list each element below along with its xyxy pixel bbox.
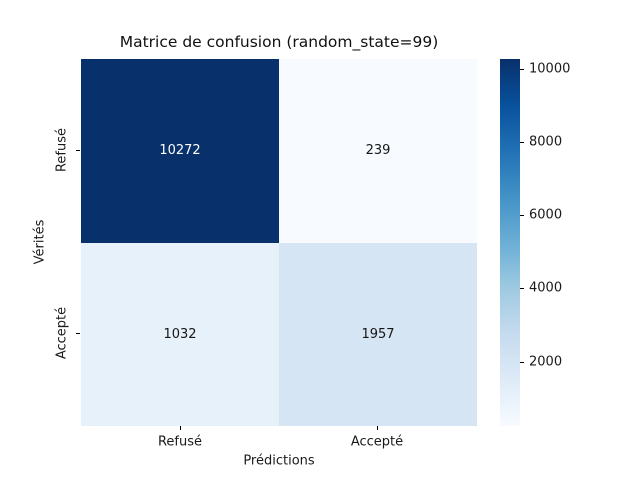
y-tick-label-refuse: Refusé xyxy=(54,127,70,173)
heatmap-cell-true-accepte-pred-refuse: 1032 xyxy=(81,242,279,426)
colorbar-tick-mark xyxy=(520,68,524,70)
colorbar-tick-label: 8000 xyxy=(529,134,563,150)
y-axis-label: Vérités xyxy=(32,219,48,265)
x-tick-label-accepte: Accepté xyxy=(350,434,404,450)
cell-value: 1957 xyxy=(361,326,395,342)
colorbar-ticks: 2000 4000 6000 8000 10000 xyxy=(520,59,580,426)
cell-value: 239 xyxy=(365,143,391,159)
colorbar-tick-label: 6000 xyxy=(529,207,563,223)
chart-title: Matrice de confusion (random_state=99) xyxy=(119,33,439,51)
colorbar-tick-mark xyxy=(520,215,524,217)
heatmap-cell-true-accepte-pred-accepte: 1957 xyxy=(279,242,477,426)
cell-value: 10272 xyxy=(159,143,201,159)
heatmap-cell-true-refuse-pred-refuse: 10272 xyxy=(81,59,279,243)
x-tick-label-refuse: Refusé xyxy=(157,434,203,450)
colorbar-tick-label: 2000 xyxy=(529,354,563,370)
y-tick-label-accepte: Accepté xyxy=(54,306,70,360)
colorbar-tick-mark xyxy=(520,361,524,363)
x-axis-label: Prédictions xyxy=(243,453,315,469)
x-tick-mark xyxy=(180,426,181,430)
colorbar-tick-mark xyxy=(520,288,524,290)
colorbar-gradient xyxy=(500,59,520,426)
cell-value: 1032 xyxy=(163,326,197,342)
heatmap-cell-true-refuse-pred-accepte: 239 xyxy=(279,59,477,243)
x-tick-mark xyxy=(377,426,378,430)
y-tick-mark xyxy=(76,150,80,151)
y-tick-mark xyxy=(76,333,80,334)
heatmap-grid: 10272 239 1032 1957 xyxy=(81,59,477,426)
colorbar-tick-label: 10000 xyxy=(529,61,571,77)
colorbar-tick-label: 4000 xyxy=(529,280,563,296)
colorbar-tick-mark xyxy=(520,142,524,144)
